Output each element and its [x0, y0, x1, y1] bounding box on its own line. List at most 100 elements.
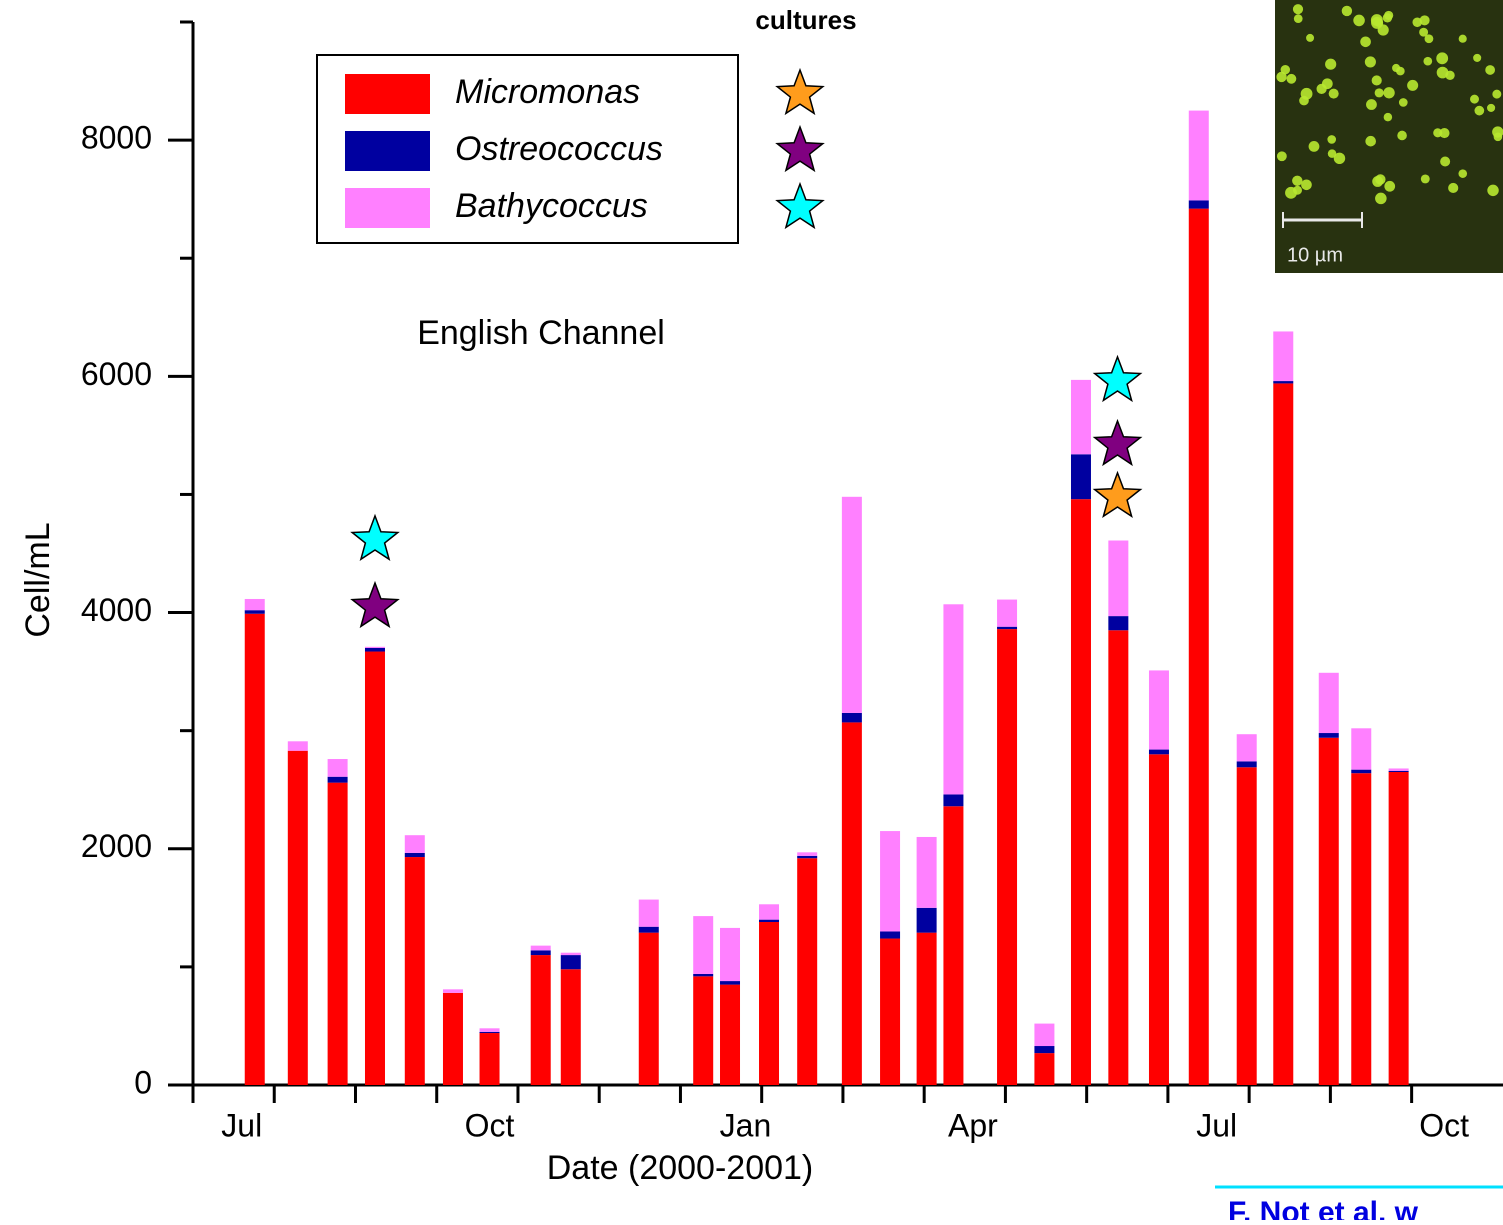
bar-segment [1319, 673, 1339, 733]
cell [1366, 99, 1377, 110]
bar-segment [288, 751, 308, 1085]
cell [1392, 64, 1400, 72]
cell [1286, 74, 1296, 84]
y-tick-label: 0 [134, 1064, 152, 1100]
cell [1485, 65, 1495, 75]
cell [1492, 90, 1501, 99]
cell [1436, 52, 1448, 64]
y-tick-label: 2000 [81, 828, 152, 864]
bar-segment [1034, 1046, 1054, 1053]
bar-segment [917, 837, 937, 908]
bar-segment [842, 713, 862, 722]
bar-segment [1071, 499, 1091, 1085]
stars-title: cultures [755, 5, 856, 35]
y-tick-label: 6000 [81, 356, 152, 392]
bar-segment [1237, 767, 1257, 1085]
y-tick-label: 4000 [81, 592, 152, 628]
bar-segment [480, 1028, 500, 1032]
scale-bar-label: 10 µm [1287, 244, 1343, 266]
cell [1437, 67, 1449, 79]
cell [1470, 95, 1479, 104]
cell [1412, 17, 1422, 27]
x-tick-label: Jul [221, 1107, 262, 1143]
bar-segment [365, 648, 385, 652]
cell [1293, 186, 1302, 195]
cell [1353, 15, 1365, 27]
cell [1372, 176, 1383, 187]
bar-segment [531, 955, 551, 1085]
legend-star [777, 70, 823, 113]
bar-segment [245, 614, 265, 1085]
y-tick-label: 8000 [81, 120, 152, 156]
bar-segment [639, 933, 659, 1085]
cell [1360, 36, 1371, 47]
bar-segment [480, 1033, 500, 1085]
cell [1383, 13, 1392, 22]
cell [1494, 132, 1503, 141]
culture-star [1095, 473, 1141, 516]
culture-star [352, 583, 398, 626]
cell [1423, 57, 1432, 66]
bar-segment [842, 497, 862, 713]
bar-segment [693, 974, 713, 976]
cell [1301, 179, 1312, 190]
bar-segment [1034, 1053, 1054, 1085]
bar-segment [1034, 1024, 1054, 1046]
cell [1487, 185, 1498, 196]
bar-segment [1319, 738, 1339, 1085]
chart: English Channel cultures Date (2000-2001… [0, 0, 1503, 1220]
bar-segment [1273, 381, 1293, 383]
bar-segment [328, 777, 348, 783]
bar-segment [842, 722, 862, 1085]
legend-label: Ostreococcus [455, 130, 663, 168]
legend-swatch [345, 188, 430, 228]
bar-segment [1189, 200, 1209, 208]
bar-segment [1149, 670, 1169, 749]
bar-segment [288, 741, 308, 750]
culture-star [1095, 421, 1141, 464]
cell [1448, 183, 1458, 193]
bar-segment [1273, 383, 1293, 1085]
bar-segment [561, 953, 581, 955]
cell [1383, 87, 1394, 98]
cell [1397, 131, 1407, 141]
bar-segment [1389, 772, 1409, 1085]
cell [1325, 59, 1336, 70]
culture-star [352, 516, 398, 559]
bar-segment [693, 916, 713, 974]
bar-segment [1351, 770, 1371, 774]
bar-segment [880, 931, 900, 938]
bar-segment [443, 989, 463, 993]
cell [1407, 80, 1418, 91]
cell [1292, 176, 1302, 186]
bar-segment [245, 610, 265, 614]
bar-segment [1237, 734, 1257, 761]
bar-segment [1071, 454, 1091, 499]
bar-segment [943, 806, 963, 1085]
bar-segment [1389, 768, 1409, 770]
annotation: English Channel [417, 314, 665, 352]
cell [1473, 54, 1481, 62]
cell [1293, 4, 1303, 14]
bar-segment [759, 904, 779, 919]
page: English Channel cultures Date (2000-2001… [0, 0, 1503, 1220]
bar-segment [917, 908, 937, 933]
bar-segment [997, 629, 1017, 1085]
bar-segment [797, 852, 817, 856]
legend-star [777, 127, 823, 170]
bar-segment [531, 946, 551, 951]
bar-segment [561, 955, 581, 969]
cell [1425, 34, 1434, 43]
bar-segment [245, 599, 265, 610]
cell [1375, 193, 1387, 205]
cell [1371, 14, 1383, 26]
cell [1342, 6, 1352, 16]
bar-segment [365, 652, 385, 1085]
legend-star [777, 184, 823, 227]
legend-swatch [345, 131, 430, 171]
x-tick-label: Jan [720, 1107, 772, 1143]
bar-segment [693, 976, 713, 1085]
bar-segment [880, 939, 900, 1085]
legend-label: Micromonas [455, 73, 640, 111]
x-tick-label: Oct [465, 1107, 515, 1143]
